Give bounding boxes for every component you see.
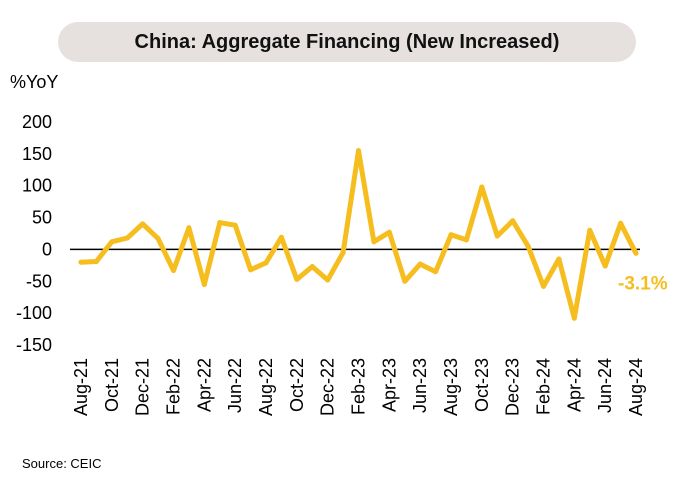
y-tick-label: 200 xyxy=(22,112,52,132)
y-tick-label: 50 xyxy=(32,208,52,228)
y-tick-label: -50 xyxy=(26,271,52,291)
x-tick-label: Feb-22 xyxy=(164,358,184,415)
data-point xyxy=(463,237,469,243)
data-point xyxy=(587,227,593,233)
data-point xyxy=(232,222,238,228)
last-value-annotation: -3.1% xyxy=(618,273,668,294)
y-tick-label: 150 xyxy=(22,144,52,164)
y-tick-label: 100 xyxy=(22,176,52,196)
data-point xyxy=(155,236,161,242)
data-point xyxy=(633,250,639,256)
x-tick-label: Oct-22 xyxy=(287,358,307,412)
x-tick-label: Apr-22 xyxy=(194,358,214,412)
data-point xyxy=(371,239,377,245)
x-tick-label: Apr-23 xyxy=(379,358,399,412)
data-point xyxy=(340,250,346,256)
series-line xyxy=(78,148,639,321)
x-tick-label: Aug-21 xyxy=(71,358,91,416)
data-point xyxy=(525,243,531,249)
data-point xyxy=(494,233,500,239)
data-point xyxy=(109,239,115,245)
data-point xyxy=(93,259,99,265)
data-point xyxy=(309,264,315,270)
chart-title: China: Aggregate Financing (New Increase… xyxy=(58,22,636,62)
data-point xyxy=(602,263,608,269)
y-tick-label: -150 xyxy=(16,335,52,355)
data-point xyxy=(618,220,624,226)
x-tick-label: Aug-23 xyxy=(441,358,461,416)
data-point xyxy=(402,278,408,284)
x-tick-label: Aug-22 xyxy=(256,358,276,416)
y-tick-label: -100 xyxy=(16,303,52,323)
data-point xyxy=(263,260,269,266)
x-tick-label: Jun-23 xyxy=(410,358,430,413)
data-point xyxy=(448,232,454,238)
data-point xyxy=(325,277,331,283)
x-tick-label: Dec-22 xyxy=(318,358,338,416)
data-point xyxy=(479,184,485,190)
y-axis-label: %YoY xyxy=(10,72,59,92)
data-point xyxy=(356,148,361,154)
data-point xyxy=(248,267,254,273)
y-tick-label: 0 xyxy=(42,239,52,259)
x-tick-label: Jun-24 xyxy=(595,358,615,413)
x-tick-label: Apr-24 xyxy=(564,358,584,412)
data-point xyxy=(510,218,516,224)
data-point xyxy=(417,261,423,267)
x-tick-label: Feb-24 xyxy=(534,358,554,415)
data-point xyxy=(433,269,439,275)
x-tick-label: Aug-24 xyxy=(626,358,646,416)
data-point xyxy=(541,283,546,289)
data-point xyxy=(140,221,146,227)
x-tick-label: Oct-21 xyxy=(102,358,122,412)
data-point xyxy=(571,315,577,321)
data-point xyxy=(386,229,392,235)
x-tick-label: Dec-23 xyxy=(503,358,523,416)
data-point xyxy=(186,225,192,231)
data-point xyxy=(124,235,130,241)
data-point xyxy=(171,267,176,273)
data-point xyxy=(278,234,284,240)
data-point xyxy=(556,256,562,262)
x-tick-label: Dec-21 xyxy=(133,358,153,416)
x-tick-label: Oct-23 xyxy=(472,358,492,412)
data-point xyxy=(217,220,223,226)
data-point xyxy=(201,281,207,287)
data-point xyxy=(294,276,300,282)
data-point xyxy=(78,259,84,265)
x-tick-label: Feb-23 xyxy=(349,358,369,415)
x-tick-label: Jun-22 xyxy=(225,358,245,413)
source-note: Source: CEIC xyxy=(22,456,102,471)
